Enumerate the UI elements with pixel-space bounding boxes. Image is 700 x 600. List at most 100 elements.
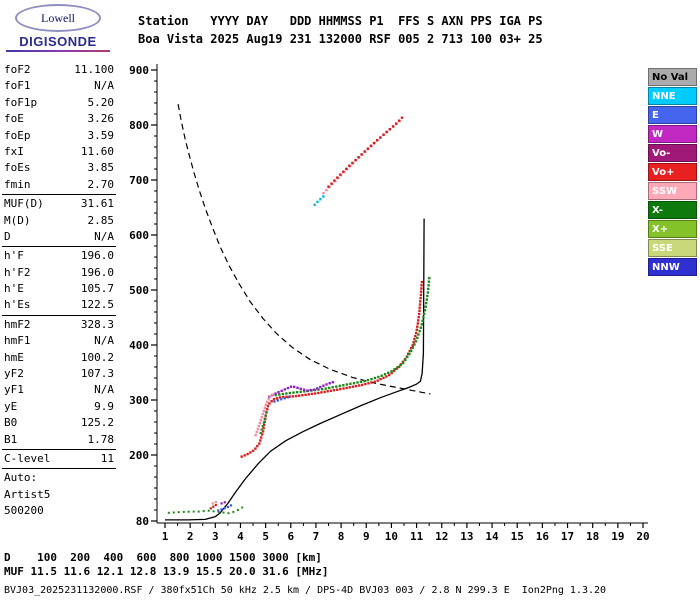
echo-dot: [328, 382, 331, 385]
echo-dot: [322, 384, 325, 387]
param-row-fof1p: foF1p 5.20: [2, 95, 116, 111]
param-label: C-level: [4, 451, 51, 465]
echo-dot: [411, 346, 414, 349]
param-label: M(D): [4, 213, 31, 227]
param-label: h'F: [4, 249, 24, 263]
param-row-ye: yE 9.9: [2, 399, 116, 415]
param-row-yf1: yF1 N/A: [2, 382, 116, 398]
echo-dot: [310, 392, 314, 396]
echo-dot: [299, 390, 302, 393]
echo-dot: [222, 511, 225, 514]
echo-dot: [392, 369, 396, 373]
echo-dot: [299, 387, 302, 390]
y-axis-label: 300: [129, 394, 149, 407]
series-es-purple: [220, 501, 226, 505]
x-axis-label: 16: [536, 530, 550, 543]
echo-dot: [400, 116, 404, 119]
echo-dot: [414, 340, 418, 343]
echo-dot: [342, 387, 345, 390]
echo-dot: [227, 512, 230, 515]
echo-dot: [428, 276, 431, 280]
x-axis-label: 5: [262, 530, 269, 543]
param-value: N/A: [94, 383, 114, 397]
echo-dot: [404, 358, 407, 362]
echo-dot: [424, 305, 427, 308]
echo-dot: [276, 399, 279, 402]
echo-dot: [328, 386, 331, 390]
echo-dot: [261, 425, 264, 428]
param-value: 122.5: [80, 298, 114, 312]
echo-dot: [366, 378, 370, 382]
param-label: foE: [4, 112, 24, 126]
param-label: foF2: [4, 63, 31, 76]
echo-dot: [264, 403, 268, 407]
echo-dot: [419, 290, 423, 293]
echo-dot: [327, 185, 330, 188]
param-label: yE: [4, 399, 18, 413]
series-x-trace: [274, 276, 431, 397]
echo-dot: [418, 309, 421, 312]
echo-dot: [329, 389, 333, 392]
echo-dot: [363, 379, 366, 383]
echo-dot: [319, 385, 322, 389]
param-value: 5.20: [87, 95, 115, 109]
echo-dot: [291, 395, 295, 398]
echo-dot: [418, 303, 422, 306]
echo-dot: [261, 430, 265, 433]
param-value: N/A: [94, 229, 114, 243]
echo-dot: [345, 383, 349, 386]
echo-dot: [351, 385, 355, 388]
echo-dot: [303, 390, 306, 393]
echo-dot: [427, 287, 430, 291]
echo-dot: [385, 375, 388, 378]
echo-dot: [325, 189, 328, 192]
series-true-height-profile: [165, 218, 425, 521]
echo-dot: [212, 505, 215, 508]
echo-dot: [408, 352, 411, 356]
status-line: BVJ03_2025231132000.RSF / 380fx51Ch 50 k…: [4, 585, 607, 596]
param-row-hme: hmE 100.2: [2, 350, 116, 366]
echo-dot: [397, 365, 401, 369]
y-axis-label: 600: [129, 229, 149, 242]
echo-dot: [383, 373, 387, 376]
echo-dot: [226, 505, 229, 509]
echo-dot: [373, 380, 376, 383]
legend-item-vo-plus: Vo+: [648, 163, 697, 181]
param-value: 2.85: [87, 213, 115, 227]
echo-dot: [361, 383, 364, 387]
echo-dot: [357, 156, 360, 159]
y-axis-label: 200: [129, 449, 149, 462]
y-axis-label: 400: [129, 339, 149, 352]
param-row-foe: foE 3.26: [2, 111, 116, 127]
series-e-trace: [273, 396, 290, 403]
param-label: foF1p: [4, 95, 38, 109]
echo-dot: [336, 176, 339, 179]
direction-legend: No Val NNE E W Vo- Vo+ SSW X- X+ SSE NNW: [648, 68, 697, 277]
lowell-digisonde-logo: Lowell DIGISONDE: [6, 4, 110, 52]
param-value: N/A: [94, 334, 114, 348]
y-axis-label: 800: [129, 119, 149, 132]
x-axis-label: 8: [338, 530, 345, 543]
echo-dot: [256, 428, 259, 431]
echo-dot: [316, 387, 319, 390]
echo-dot: [427, 284, 430, 287]
echo-dot: [285, 395, 288, 398]
echo-dot: [418, 329, 421, 333]
echo-dot: [410, 349, 413, 353]
echo-dot: [177, 511, 180, 514]
echo-dot: [325, 383, 328, 386]
param-value: 2.70: [87, 177, 115, 191]
echo-dot: [425, 301, 428, 305]
echo-dot: [289, 385, 293, 388]
echo-dot: [258, 421, 261, 425]
echo-dot: [385, 130, 388, 134]
param-value: 125.2: [80, 416, 114, 430]
distance-row: D 100 200 400 600 800 1000 1500 3000 [km…: [4, 551, 322, 564]
echo-dot: [167, 511, 170, 514]
muf-row: MUF 11.5 11.6 12.1 12.8 13.9 15.5 20.0 3…: [4, 565, 329, 578]
echo-dot: [296, 386, 299, 389]
param-row-md: M(D) 2.85: [2, 213, 116, 229]
echo-dot: [312, 388, 316, 391]
echo-dot: [197, 510, 200, 513]
echo-dot: [319, 198, 322, 201]
